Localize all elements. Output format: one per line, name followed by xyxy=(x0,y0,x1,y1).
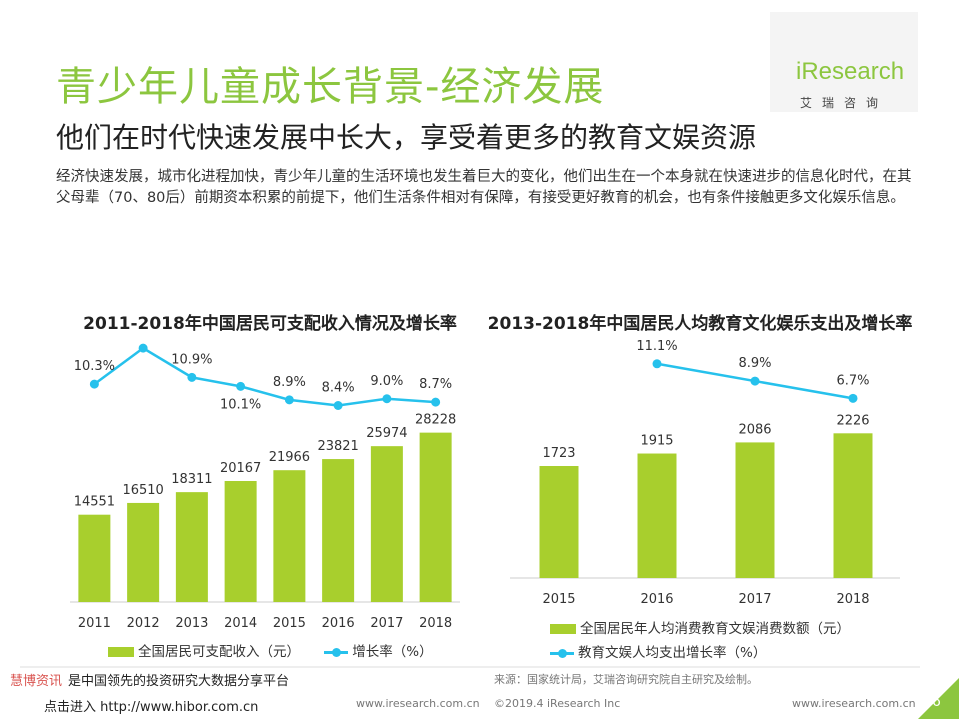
growth-point xyxy=(333,401,343,410)
bar-value-label: 16510 xyxy=(122,483,163,498)
bar-value-label: 2226 xyxy=(836,413,869,428)
footer-site-left[interactable]: www.iresearch.com.cn xyxy=(356,697,480,710)
x-tick-label: 2015 xyxy=(273,616,306,631)
growth-point xyxy=(236,381,246,391)
line-swatch xyxy=(550,648,574,658)
legend-income-label: 全国居民可支配收入（元） xyxy=(138,644,300,660)
growth-point xyxy=(89,379,99,389)
footer-site-right[interactable]: www.iresearch.com.cn xyxy=(792,697,916,710)
bar xyxy=(419,432,452,602)
left-legend: 全国居民可支配收入（元） 增长率（%） xyxy=(108,640,433,660)
growth-label: 8.7% xyxy=(419,377,452,392)
page-number: 6 xyxy=(932,694,941,710)
bar-swatch xyxy=(108,647,134,657)
legend-spend-growth-label: 教育文娱人均支出增长率（%） xyxy=(578,645,767,661)
x-tick-label: 2013 xyxy=(175,616,208,631)
growth-point xyxy=(382,394,392,404)
growth-label: 10.3% xyxy=(74,359,115,374)
bar-value-label: 14551 xyxy=(74,495,115,510)
growth-label: 10.1% xyxy=(220,397,261,412)
bar-value-label: 1915 xyxy=(640,434,673,449)
right-legend-bar: 全国居民年人均消费教育文娱消费数额（元） xyxy=(550,617,850,637)
legend-item-income: 全国居民可支配收入（元） xyxy=(108,644,300,660)
bar-value-label: 21966 xyxy=(269,450,310,465)
bar xyxy=(322,459,355,602)
growth-line xyxy=(93,346,436,407)
x-tick-label: 2012 xyxy=(127,616,160,631)
right-chart-title: 2013-2018年中国居民人均教育文化娱乐支出及增长率 xyxy=(487,314,913,334)
source-note: 来源：国家统计局，艾瑞咨询研究院自主研究及绘制。 xyxy=(494,673,758,686)
x-tick-label: 2018 xyxy=(419,616,452,631)
bar-value-label: 20167 xyxy=(220,461,261,476)
bar-swatch xyxy=(550,624,576,634)
bar-value-label: 18311 xyxy=(171,472,212,487)
growth-point xyxy=(138,343,148,353)
bar xyxy=(637,453,677,578)
x-tick-label: 2017 xyxy=(738,592,771,607)
x-tick-label: 2014 xyxy=(224,616,257,631)
x-tick-label: 2016 xyxy=(640,592,673,607)
line-swatch xyxy=(324,647,349,657)
hibor-overlay-link[interactable]: 点击进入 http://www.hibor.com.cn xyxy=(44,700,259,715)
bar-value-label: 23821 xyxy=(317,439,358,454)
legend-item-growth: 增长率（%） xyxy=(324,644,433,660)
growth-label: 10.9% xyxy=(171,352,212,367)
bar xyxy=(175,492,208,602)
growth-label: 9.0% xyxy=(370,374,403,389)
footer-divider xyxy=(20,666,920,668)
intro-paragraph: 经济快速发展，城市化进程加快，青少年儿童的生活环境也发生着巨大的变化，他们出生在… xyxy=(56,169,912,206)
left-chart-title: 2011-2018年中国居民可支配收入情况及增长率 xyxy=(83,314,457,334)
logo-word: iResearch xyxy=(796,58,905,85)
iresearch-logo: iResearch 艾瑞咨询 xyxy=(770,12,918,112)
legend-spend-label: 全国居民年人均消费教育文娱消费数额（元） xyxy=(580,621,850,637)
right-legend-line: 教育文娱人均支出增长率（%） xyxy=(550,641,766,661)
growth-label: 8.9% xyxy=(273,375,306,390)
legend-growth-label: 增长率（%） xyxy=(352,644,433,660)
bar xyxy=(78,514,111,602)
hibor-tagline: 是中国领先的投资研究大数据分享平台 xyxy=(68,674,290,689)
bar xyxy=(273,470,306,602)
bar-value-label: 25974 xyxy=(366,426,407,441)
left-chart: 14551 2011 16510 2012 18311 2013 20167 2014 2196… xyxy=(70,343,460,631)
bar xyxy=(127,502,160,602)
bar-value-label: 28228 xyxy=(415,413,456,428)
growth-point xyxy=(848,393,858,403)
growth-point xyxy=(284,395,294,405)
growth-label: 8.9% xyxy=(738,356,771,371)
growth-label: 11.1% xyxy=(636,340,677,354)
x-tick-label: 2016 xyxy=(322,616,355,631)
x-tick-label: 2017 xyxy=(370,616,403,631)
bar xyxy=(224,480,257,602)
bar xyxy=(735,442,775,578)
growth-point xyxy=(750,376,760,386)
bar xyxy=(833,433,873,578)
growth-point xyxy=(187,372,197,382)
bar xyxy=(539,466,579,578)
growth-point xyxy=(431,397,441,407)
hibor-brand: 慧博资讯 xyxy=(10,674,63,689)
hibor-overlay-line1[interactable]: 慧博资讯 是中国领先的投资研究大数据分享平台 xyxy=(10,670,289,689)
bar xyxy=(370,446,403,602)
bar-value-label: 2086 xyxy=(738,422,771,437)
page-title: 青少年儿童成长背景-经济发展 xyxy=(56,64,605,110)
page-subtitle: 他们在时代快速发展中长大，享受着更多的教育文娱资源 xyxy=(56,121,757,154)
growth-point xyxy=(652,359,662,369)
logo-chinese: 艾瑞咨询 xyxy=(800,96,889,110)
x-tick-label: 2011 xyxy=(78,616,111,631)
x-tick-label: 2018 xyxy=(836,592,869,607)
footer-copyright: ©2019.4 iResearch Inc xyxy=(494,697,621,710)
bar-value-label: 1723 xyxy=(542,446,575,461)
page-corner-badge xyxy=(918,678,959,719)
right-chart: 1723 2015 1915 2016 2086 2017 2226 2018 11.1% 8.9… xyxy=(510,340,900,607)
growth-label: 6.7% xyxy=(836,373,869,388)
x-tick-label: 2015 xyxy=(542,592,575,607)
growth-label: 8.4% xyxy=(322,381,355,396)
